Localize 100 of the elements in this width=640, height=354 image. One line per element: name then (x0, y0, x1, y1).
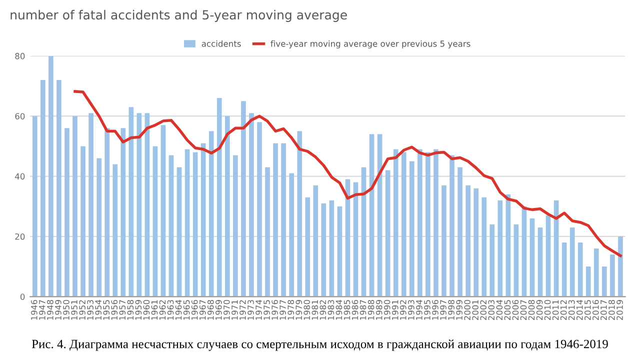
bar (249, 113, 254, 297)
x-tick-label: 1960 (143, 300, 150, 320)
bar (225, 116, 230, 297)
bar (594, 248, 599, 297)
bar (410, 161, 414, 297)
bar (192, 152, 198, 297)
x-tick-label: 1950 (63, 300, 70, 320)
line-series (74, 90, 622, 258)
bar (152, 146, 158, 297)
x-tick-label: 1951 (71, 300, 78, 320)
x-tick-label: 2017 (600, 300, 607, 320)
x-tick-label: 1970 (224, 300, 230, 320)
x-tick-label: 2005 (504, 300, 511, 320)
x-tick-label: 1986 (352, 300, 358, 320)
bar (208, 131, 214, 297)
bar (305, 197, 310, 297)
bar (482, 197, 487, 297)
bar (56, 80, 62, 297)
bar (562, 242, 567, 297)
bar (289, 173, 294, 297)
legend-label: five-year moving average over previous 5 years (270, 40, 470, 48)
x-tick-label: 2016 (592, 300, 599, 320)
x-tick-label: 1993 (408, 300, 414, 320)
x-tick-label: 1948 (47, 300, 54, 320)
bar (385, 170, 390, 297)
bar (176, 167, 182, 297)
bar (168, 155, 174, 297)
bar (241, 101, 246, 297)
x-tick-label: 1978 (288, 300, 294, 320)
x-tick-label: 2008 (528, 300, 535, 320)
x-tick-label: 2001 (472, 300, 478, 320)
bar (128, 107, 134, 297)
bar (136, 113, 142, 297)
bar (514, 224, 519, 297)
legend-label: accidents (202, 40, 241, 47)
bar (200, 143, 206, 297)
x-tick-label: 1949 (55, 300, 62, 320)
x-tick-label: 1971 (232, 300, 238, 320)
bar (80, 146, 86, 297)
x-tick-label: 1985 (344, 300, 350, 320)
x-tick-label: 1952 (79, 300, 86, 320)
x-tick-label: 1989 (376, 300, 382, 320)
x-tick-label: 2018 (608, 300, 615, 320)
x-tick-label: 1964 (175, 300, 182, 320)
bar (313, 185, 318, 297)
x-tick-label: 1973 (248, 300, 254, 320)
bar (450, 155, 454, 297)
x-tick-label: 1977 (280, 300, 286, 320)
bar (618, 236, 623, 297)
bar (466, 185, 470, 297)
y-tick-label: 60 (15, 113, 25, 120)
x-tick-label: 2010 (544, 300, 551, 320)
x-tick-label: 1983 (328, 300, 334, 320)
bar (72, 116, 78, 297)
bar (554, 200, 559, 297)
x-tick-label: 1992 (400, 300, 406, 320)
x-tick-label: 2015 (584, 300, 591, 320)
bar (88, 113, 94, 297)
bar (498, 200, 503, 297)
x-tick-label: 1967 (199, 300, 206, 320)
bar (377, 134, 382, 297)
bar (578, 242, 583, 297)
x-tick-label: 1965 (183, 300, 190, 320)
bar (160, 125, 166, 297)
bar (522, 206, 527, 297)
x-tick-label: 1969 (216, 300, 222, 320)
x-tick-label: 2006 (512, 300, 519, 320)
bar (490, 224, 495, 297)
bar (361, 167, 366, 297)
x-tick-label: 1974 (256, 300, 262, 320)
bar (530, 218, 535, 297)
x-tick-label: 1980 (304, 300, 310, 320)
x-tick-label: 1947 (39, 300, 46, 320)
bar (257, 122, 262, 297)
bar (48, 56, 54, 297)
bar (538, 227, 543, 297)
x-tick-label: 1975 (264, 300, 270, 320)
bar (281, 143, 286, 297)
bar (426, 152, 430, 297)
x-tick-label: 1982 (320, 300, 326, 320)
bar (353, 182, 358, 297)
x-tick-label: 2014 (576, 300, 583, 320)
bar (216, 98, 222, 297)
x-tick-label: 1996 (432, 300, 438, 320)
bar (586, 266, 591, 297)
bar (297, 131, 302, 297)
x-tick-label: 1957 (119, 300, 126, 320)
x-tick-label: 1972 (240, 300, 246, 320)
bar (64, 128, 70, 297)
x-tick-label: 2004 (496, 300, 503, 320)
bar (184, 149, 190, 297)
bar (546, 215, 551, 297)
bar (112, 164, 118, 297)
x-tick-label: 2009 (536, 300, 543, 320)
x-tick-label: 1994 (416, 300, 422, 320)
x-tick-label: 1998 (448, 300, 454, 320)
x-tick-label: 1962 (159, 300, 166, 320)
x-tick-label: 1999 (456, 300, 462, 320)
x-tick-label: 1997 (440, 300, 446, 320)
x-tick-label: 1968 (207, 300, 214, 320)
